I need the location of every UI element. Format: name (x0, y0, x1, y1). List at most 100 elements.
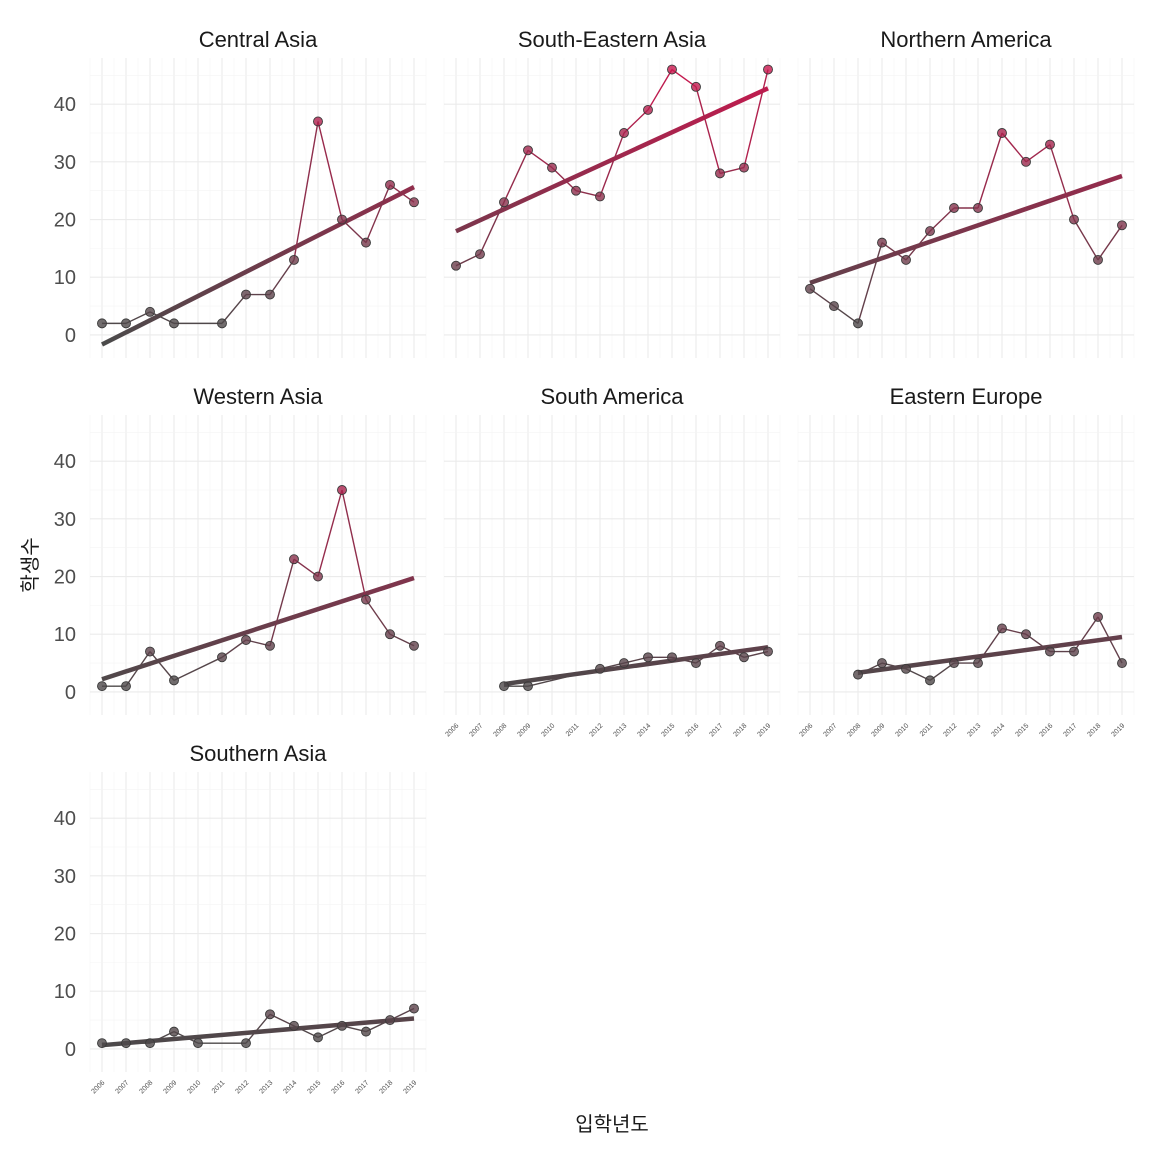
data-point (145, 646, 155, 657)
y-tick-label: 40 (54, 451, 76, 473)
panel-western-asia: Western Asia 0 10 20 30 40 (54, 384, 427, 715)
x-tick-label: 2013 (966, 722, 982, 738)
data-point (121, 1038, 131, 1049)
panel-south-america: South America 2006 2007 2008 2009 2010 2011 201… (443, 384, 781, 738)
y-tick-label: 30 (54, 509, 76, 531)
data-point (97, 681, 107, 692)
data-point (337, 485, 347, 495)
data-point (289, 1020, 299, 1031)
data-point (97, 1038, 107, 1049)
data-point (409, 197, 419, 208)
data-point (313, 1032, 323, 1043)
series-line (977, 132, 1003, 209)
data-point (265, 640, 275, 651)
data-point (1021, 629, 1031, 640)
x-tick-label: 2011 (919, 722, 935, 738)
x-tick-label: 2018 (732, 722, 748, 738)
data-point (241, 289, 251, 300)
data-point (1093, 254, 1103, 265)
data-point (217, 652, 227, 663)
series-line (317, 489, 343, 577)
data-point (241, 1038, 251, 1049)
data-point (763, 646, 773, 657)
series-line (743, 69, 769, 168)
data-point (949, 203, 959, 213)
data-point (547, 162, 557, 173)
series-line (479, 201, 505, 255)
x-tick-label: 2016 (1038, 722, 1054, 738)
x-tick-label: 2019 (402, 1079, 418, 1095)
y-tick-label: 30 (54, 152, 76, 174)
x-tick-label: 2015 (1014, 722, 1030, 738)
data-point (385, 629, 395, 640)
data-point (313, 116, 323, 127)
trend-line (101, 575, 415, 682)
series-line (929, 207, 955, 232)
panel-central-asia: Central Asia 0 10 20 30 40 (54, 27, 427, 358)
x-tick-label: 2010 (186, 1079, 202, 1095)
series-line (1049, 144, 1075, 220)
data-point (475, 249, 485, 260)
y-tick-label: 10 (54, 981, 76, 1003)
trend-line (455, 86, 769, 234)
facet-title: South America (540, 384, 684, 409)
data-point (973, 658, 983, 669)
data-point (337, 214, 347, 225)
data-point (289, 554, 299, 565)
data-point (385, 1015, 395, 1026)
facet-title: Central Asia (199, 27, 318, 52)
series-line (905, 230, 931, 261)
facet-title: Southern Asia (190, 741, 328, 766)
trend-line (100, 185, 416, 347)
series-line (623, 109, 649, 134)
data-point (361, 594, 371, 605)
data-point (571, 185, 581, 196)
data-point (595, 663, 605, 674)
data-point (925, 226, 935, 237)
data-point (973, 203, 983, 213)
x-tick-label: 2016 (684, 722, 700, 738)
x-tick-label: 2016 (330, 1079, 346, 1095)
y-axis-title: 학생수 (19, 537, 42, 592)
series-line (977, 628, 1003, 664)
data-point (595, 191, 605, 202)
data-point (667, 64, 677, 75)
data-point (217, 318, 227, 329)
x-tick-label: 2012 (942, 722, 958, 738)
panel-northern-america: Northern America (797, 27, 1135, 358)
data-point (901, 254, 911, 265)
x-tick-label: 2014 (990, 722, 1006, 738)
x-tick-label: 2019 (1110, 722, 1126, 738)
y-tick-label: 40 (54, 94, 76, 116)
x-tick-label: 2013 (258, 1079, 274, 1095)
data-point (1069, 646, 1079, 657)
data-point (361, 1026, 371, 1037)
data-point (169, 318, 179, 329)
x-tick-label: 2015 (306, 1079, 322, 1095)
x-axis-title: 입학년도 (575, 1113, 649, 1136)
series-line (647, 69, 673, 111)
series-line (1097, 224, 1123, 261)
x-tick-label: 2008 (138, 1079, 154, 1095)
series-line (317, 121, 343, 220)
data-point (337, 1020, 347, 1031)
data-point (1045, 139, 1055, 150)
data-point (997, 128, 1007, 138)
data-point (643, 652, 653, 663)
data-point (667, 652, 677, 663)
data-point (265, 289, 275, 300)
data-point (949, 658, 959, 669)
data-point (499, 197, 509, 208)
y-tick-label: 20 (54, 924, 76, 946)
data-point (289, 254, 299, 265)
y-tick-label: 0 (65, 1039, 76, 1061)
series-line (1097, 616, 1123, 664)
x-tick-label: 2018 (378, 1079, 394, 1095)
x-tick-label: 2015 (660, 722, 676, 738)
data-point (739, 652, 749, 663)
data-point (121, 681, 131, 692)
y-tick-label: 40 (54, 808, 76, 830)
series-line (269, 559, 295, 646)
trend-line (809, 173, 1123, 285)
